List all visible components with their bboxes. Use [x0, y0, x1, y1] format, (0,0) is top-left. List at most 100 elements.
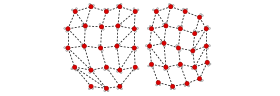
Circle shape — [89, 72, 91, 73]
Circle shape — [148, 44, 152, 48]
Circle shape — [89, 5, 93, 9]
Circle shape — [205, 60, 209, 65]
Circle shape — [134, 49, 136, 51]
Circle shape — [104, 8, 106, 10]
Circle shape — [191, 67, 193, 69]
Circle shape — [209, 27, 211, 29]
Circle shape — [104, 9, 109, 14]
Circle shape — [107, 69, 109, 71]
Circle shape — [206, 48, 208, 49]
Circle shape — [99, 25, 104, 29]
Circle shape — [104, 65, 109, 69]
Circle shape — [178, 66, 180, 68]
Circle shape — [118, 44, 120, 46]
Circle shape — [159, 84, 161, 86]
Circle shape — [170, 88, 172, 90]
Circle shape — [195, 69, 197, 71]
Circle shape — [148, 65, 150, 67]
Circle shape — [206, 25, 208, 27]
Circle shape — [73, 9, 77, 14]
Circle shape — [196, 31, 198, 33]
Circle shape — [66, 27, 70, 31]
Circle shape — [204, 44, 208, 48]
Circle shape — [147, 27, 149, 29]
Circle shape — [178, 25, 180, 27]
Circle shape — [104, 69, 106, 71]
Circle shape — [179, 49, 181, 51]
Circle shape — [133, 65, 137, 69]
Circle shape — [73, 65, 77, 69]
Circle shape — [118, 68, 122, 72]
Circle shape — [194, 49, 196, 51]
Circle shape — [137, 68, 139, 70]
Circle shape — [71, 68, 73, 70]
Circle shape — [181, 66, 183, 68]
Circle shape — [64, 47, 66, 49]
Circle shape — [176, 46, 181, 50]
Circle shape — [152, 66, 154, 68]
Circle shape — [89, 68, 93, 72]
Circle shape — [188, 85, 190, 87]
Circle shape — [186, 8, 188, 10]
Circle shape — [162, 41, 166, 45]
Circle shape — [178, 27, 183, 31]
Circle shape — [66, 49, 68, 51]
Circle shape — [66, 30, 68, 32]
Circle shape — [75, 69, 77, 71]
Circle shape — [116, 70, 118, 72]
Circle shape — [66, 46, 70, 50]
Circle shape — [164, 65, 168, 69]
Circle shape — [200, 80, 202, 82]
Circle shape — [132, 46, 136, 50]
Circle shape — [116, 5, 118, 6]
Circle shape — [176, 45, 178, 47]
Circle shape — [161, 41, 163, 43]
Circle shape — [171, 84, 175, 89]
Circle shape — [71, 9, 73, 11]
Circle shape — [116, 48, 118, 50]
Circle shape — [84, 48, 86, 50]
Circle shape — [178, 62, 183, 66]
Circle shape — [115, 44, 119, 48]
Circle shape — [209, 63, 211, 65]
Circle shape — [132, 27, 136, 31]
Circle shape — [164, 45, 165, 47]
Circle shape — [193, 31, 197, 36]
Circle shape — [117, 87, 119, 89]
Circle shape — [116, 28, 118, 30]
Circle shape — [184, 85, 186, 86]
Circle shape — [137, 9, 139, 11]
Circle shape — [107, 90, 109, 92]
Circle shape — [200, 14, 202, 15]
Circle shape — [183, 9, 187, 14]
Circle shape — [116, 24, 120, 28]
Circle shape — [101, 49, 103, 51]
Circle shape — [145, 45, 147, 47]
Circle shape — [88, 88, 90, 90]
Circle shape — [102, 28, 104, 30]
Circle shape — [204, 27, 208, 31]
Circle shape — [133, 8, 135, 10]
Circle shape — [172, 5, 174, 6]
Circle shape — [157, 8, 158, 10]
Circle shape — [193, 30, 195, 32]
Circle shape — [85, 28, 87, 30]
Circle shape — [191, 49, 195, 53]
Circle shape — [119, 24, 121, 26]
Circle shape — [167, 67, 169, 69]
Circle shape — [99, 24, 101, 25]
Circle shape — [107, 8, 109, 10]
Circle shape — [82, 44, 87, 48]
Circle shape — [89, 84, 93, 89]
Circle shape — [183, 8, 185, 10]
Circle shape — [104, 86, 109, 90]
Circle shape — [99, 46, 103, 50]
Circle shape — [89, 3, 91, 5]
Circle shape — [82, 24, 84, 26]
Circle shape — [193, 65, 197, 69]
Circle shape — [148, 48, 149, 49]
Circle shape — [201, 79, 203, 81]
Circle shape — [169, 5, 173, 9]
Circle shape — [118, 84, 122, 89]
Circle shape — [92, 70, 94, 72]
